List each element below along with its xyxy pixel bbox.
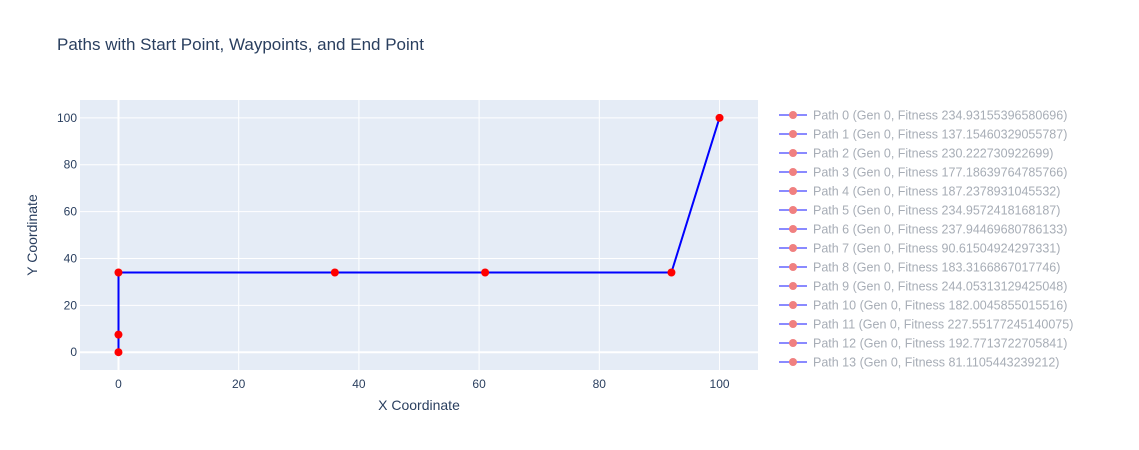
y-tick-label: 80 [64,158,78,172]
legend-marker-swatch [789,339,797,347]
plot-area [80,100,758,370]
x-axis-title: X Coordinate [378,397,460,413]
y-tick-label: 60 [64,205,78,219]
x-tick-label: 0 [115,377,122,391]
y-tick-label: 0 [70,345,77,359]
path-point-marker [481,268,490,277]
x-tick-label: 40 [352,377,366,391]
x-tick-label: 100 [710,377,730,391]
legend-marker-swatch [789,187,797,195]
x-tick-labels: 0 20 40 60 80 100 [115,377,730,391]
legend-item[interactable]: Path 9 (Gen 0, Fitness 244.0531312942504… [779,280,1067,294]
legend-label: Path 9 (Gen 0, Fitness 244.0531312942504… [813,280,1067,294]
y-tick-label: 20 [64,298,78,312]
legend-marker-swatch [789,282,797,290]
legend-item[interactable]: Path 10 (Gen 0, Fitness 182.004585501551… [779,299,1067,313]
legend-item[interactable]: Path 12 (Gen 0, Fitness 192.771372270584… [779,337,1067,351]
legend-marker-swatch [789,301,797,309]
legend-item[interactable]: Path 5 (Gen 0, Fitness 234.9572418168187… [779,204,1060,218]
legend-marker-swatch [789,130,797,138]
legend-item[interactable]: Path 0 (Gen 0, Fitness 234.9315539658069… [779,109,1067,123]
legend-label: Path 13 (Gen 0, Fitness 81.1105443239212… [813,356,1059,370]
legend-item[interactable]: Path 8 (Gen 0, Fitness 183.3166867017746… [779,261,1060,275]
legend-item[interactable]: Path 7 (Gen 0, Fitness 90.61504924297331… [779,242,1060,256]
path-point-marker [715,113,724,122]
x-tick-label: 80 [593,377,607,391]
legend: Path 0 (Gen 0, Fitness 234.9315539658069… [779,109,1073,370]
x-tick-label: 20 [232,377,246,391]
path-point-marker [114,348,123,357]
legend-item[interactable]: Path 11 (Gen 0, Fitness 227.551772451400… [779,318,1073,332]
path-series [114,113,724,357]
legend-marker-swatch [789,263,797,271]
legend-marker-swatch [789,358,797,366]
legend-label: Path 3 (Gen 0, Fitness 177.1863976478576… [813,166,1067,180]
legend-marker-swatch [789,111,797,119]
path-point-marker [330,268,339,277]
legend-item[interactable]: Path 4 (Gen 0, Fitness 187.2378931045532… [779,185,1060,199]
y-tick-label: 40 [64,251,78,265]
legend-marker-swatch [789,149,797,157]
legend-label: Path 2 (Gen 0, Fitness 230.222730922699) [813,147,1053,161]
legend-marker-swatch [789,244,797,252]
legend-label: Path 8 (Gen 0, Fitness 183.3166867017746… [813,261,1060,275]
legend-marker-swatch [789,206,797,214]
x-tick-label: 60 [472,377,486,391]
legend-marker-swatch [789,168,797,176]
legend-label: Path 7 (Gen 0, Fitness 90.61504924297331… [813,242,1060,256]
legend-item[interactable]: Path 6 (Gen 0, Fitness 237.9446968078613… [779,223,1067,237]
legend-item[interactable]: Path 3 (Gen 0, Fitness 177.1863976478576… [779,166,1067,180]
legend-label: Path 11 (Gen 0, Fitness 227.551772451400… [813,318,1073,332]
legend-label: Path 6 (Gen 0, Fitness 237.9446968078613… [813,223,1067,237]
legend-label: Path 12 (Gen 0, Fitness 192.771372270584… [813,337,1067,351]
chart-title: Paths with Start Point, Waypoints, and E… [57,35,424,54]
legend-label: Path 1 (Gen 0, Fitness 137.1546032905578… [813,128,1067,142]
legend-item[interactable]: Path 13 (Gen 0, Fitness 81.1105443239212… [779,356,1059,370]
path-point-marker [114,330,123,339]
legend-label: Path 0 (Gen 0, Fitness 234.9315539658069… [813,109,1067,123]
legend-label: Path 4 (Gen 0, Fitness 187.2378931045532… [813,185,1060,199]
legend-item[interactable]: Path 2 (Gen 0, Fitness 230.222730922699) [779,147,1053,161]
path-point-marker [667,268,676,277]
legend-label: Path 10 (Gen 0, Fitness 182.004585501551… [813,299,1067,313]
legend-marker-swatch [789,320,797,328]
legend-marker-swatch [789,225,797,233]
path-point-marker [114,268,123,277]
y-tick-labels: 0 20 40 60 80 100 [57,111,77,359]
y-tick-label: 100 [57,111,77,125]
y-axis-title: Y Coordinate [24,194,40,276]
legend-label: Path 5 (Gen 0, Fitness 234.9572418168187… [813,204,1060,218]
gridlines [80,100,758,370]
legend-item[interactable]: Path 1 (Gen 0, Fitness 137.1546032905578… [779,128,1067,142]
